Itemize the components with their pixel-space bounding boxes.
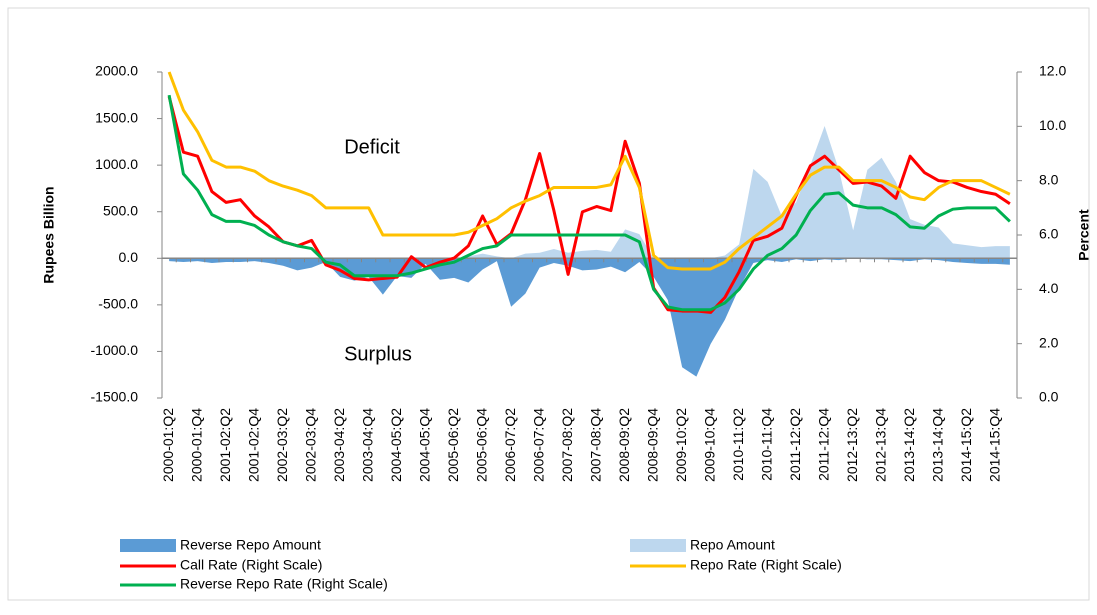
x-tick-label: 2009-10:Q4 (701, 408, 717, 482)
x-tick-label: 2004-05:Q4 (416, 408, 432, 482)
annotation: Deficit (344, 136, 400, 158)
x-tick-label: 2005-06:Q2 (445, 408, 461, 482)
y2-tick-label: 4.0 (1039, 280, 1059, 296)
x-tick-label: 2002-03:Q4 (302, 408, 318, 482)
x-tick-label: 2010-11:Q4 (758, 408, 774, 481)
legend-label: Repo Rate (Right Scale) (690, 557, 842, 573)
x-tick-label: 2007-08:Q2 (559, 408, 575, 482)
y2-tick-label: 2.0 (1039, 334, 1059, 350)
y-tick-label: 0.0 (119, 249, 139, 265)
x-tick-label: 2004-05:Q2 (388, 408, 404, 482)
x-tick-label: 2000-01:Q4 (188, 408, 204, 482)
x-tick-label: 2013-14:Q2 (901, 408, 917, 482)
y2-axis-label: Percent (1076, 209, 1092, 261)
y2-tick-label: 6.0 (1039, 226, 1059, 242)
legend-label: Call Rate (Right Scale) (180, 557, 322, 573)
y2-tick-label: 10.0 (1039, 117, 1066, 133)
x-tick-label: 2012-13:Q2 (844, 408, 860, 482)
line (167, 96, 1011, 314)
x-tick-label: 2001-02:Q4 (245, 408, 261, 482)
legend-swatch (630, 539, 686, 552)
legend-label: Reverse Repo Rate (Right Scale) (180, 576, 388, 592)
y-tick-label: 1000.0 (95, 156, 138, 172)
x-tick-label: 2014-15:Q4 (986, 408, 1002, 482)
x-tick-label: 2011-12:Q2 (787, 408, 803, 481)
x-tick-label: 2001-02:Q2 (217, 408, 233, 482)
x-tick-label: 2013-14:Q4 (929, 408, 945, 482)
y-tick-label: -1500.0 (91, 389, 139, 405)
chart-border (7, 7, 1090, 601)
y2-tick-label: 8.0 (1039, 171, 1059, 187)
x-tick-label: 2002-03:Q2 (274, 408, 290, 482)
legend-label: Reverse Repo Amount (180, 537, 321, 553)
y-tick-label: 1500.0 (95, 109, 138, 125)
area (169, 258, 1010, 377)
x-tick-label: 2003-04:Q2 (331, 408, 347, 482)
y-tick-label: 2000.0 (95, 63, 138, 79)
legend-swatch (120, 539, 176, 552)
y-axis-label: Rupees Billion (41, 186, 57, 283)
x-tick-label: 2012-13:Q4 (872, 408, 888, 482)
y-tick-label: -1000.0 (91, 342, 139, 358)
x-tick-label: 2006-07:Q2 (502, 408, 518, 482)
y2-tick-label: 0.0 (1039, 389, 1059, 405)
y2-tick-label: 12.0 (1039, 63, 1066, 79)
y-tick-label: -500.0 (98, 296, 138, 312)
area (169, 126, 1010, 259)
x-tick-label: 2008-09:Q4 (644, 408, 660, 482)
x-tick-label: 2014-15:Q2 (958, 408, 974, 482)
x-tick-label: 2008-09:Q2 (616, 408, 632, 482)
line (167, 94, 1011, 312)
x-tick-label: 2007-08:Q4 (587, 408, 603, 482)
x-tick-label: 2011-12:Q4 (815, 408, 831, 481)
x-tick-label: 2005-06:Q4 (473, 408, 489, 482)
line (167, 71, 1011, 271)
legend-label: Repo Amount (690, 537, 775, 553)
annotation: Surplus (344, 343, 412, 365)
x-tick-label: 2010-11:Q2 (730, 408, 746, 481)
x-tick-label: 2006-07:Q4 (530, 408, 546, 482)
x-tick-label: 2009-10:Q2 (673, 408, 689, 482)
y-tick-label: 500.0 (103, 202, 138, 218)
x-tick-label: 2000-01:Q2 (160, 408, 176, 482)
x-tick-label: 2003-04:Q4 (359, 408, 375, 482)
